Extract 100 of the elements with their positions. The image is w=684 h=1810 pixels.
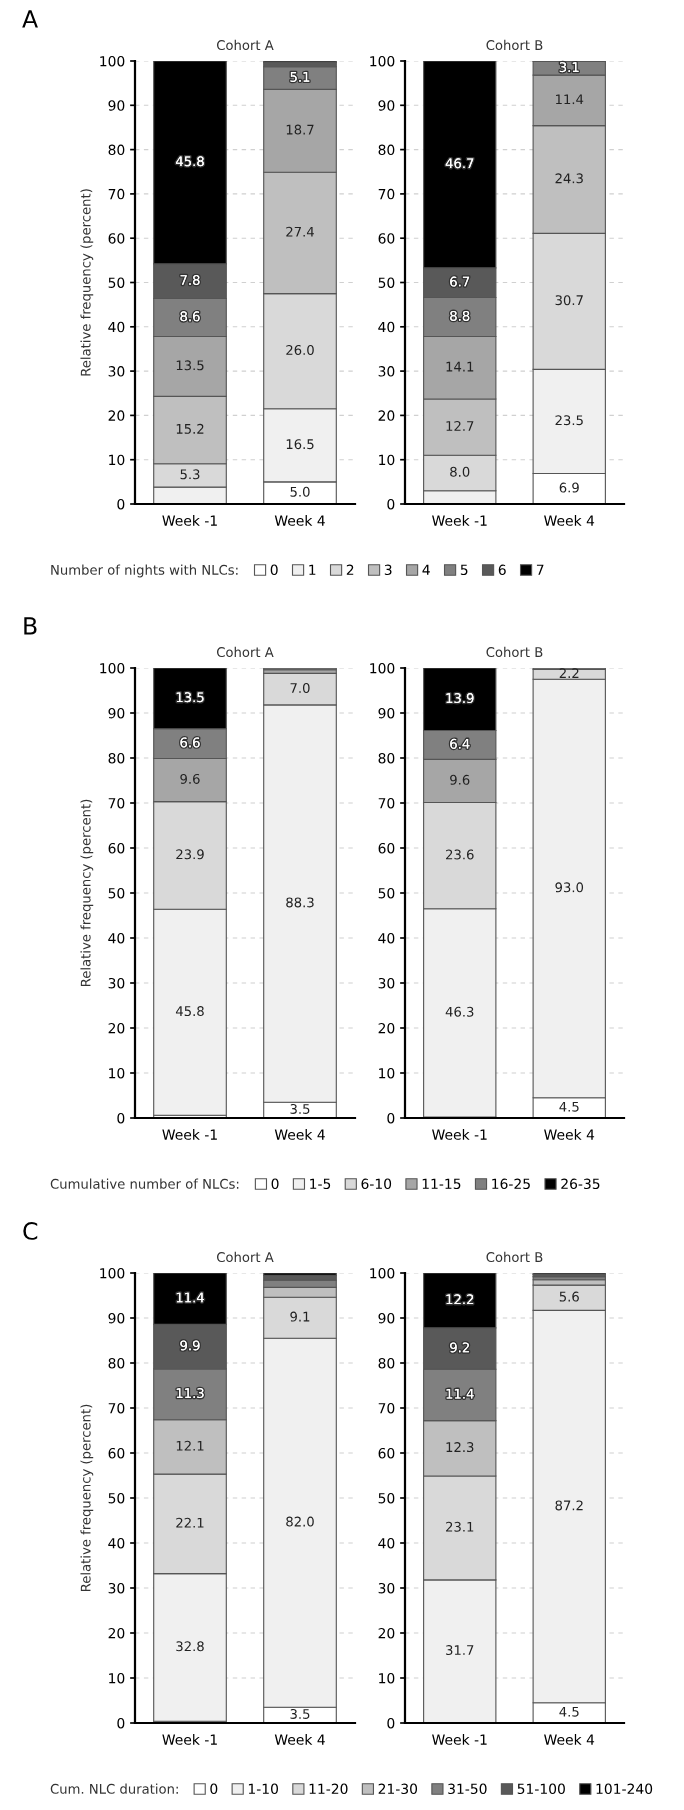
data-label: 11.4: [556, 94, 584, 105]
y-tick-label: 70: [108, 797, 125, 809]
data-label: 3.1: [559, 62, 579, 73]
data-label: 8.0: [450, 466, 470, 477]
data-label: 12.3: [446, 1442, 474, 1453]
y-tick-label: 30: [378, 977, 395, 989]
y-tick-label: 50: [108, 277, 125, 288]
y-tick-label: 70: [108, 188, 125, 200]
data-label: 11.4: [446, 1388, 474, 1399]
data-label: 5.3: [180, 469, 200, 480]
y-tick-label: 70: [378, 188, 395, 200]
y-tick-label: 90: [378, 707, 395, 719]
legend-label: 21-30: [378, 1783, 418, 1795]
legend-label: 3: [384, 564, 392, 576]
data-label: 30.7: [555, 295, 583, 306]
data-label: 13.5: [176, 692, 204, 703]
legend-title: Number of nights with NLCs:: [51, 564, 238, 578]
legend-label: 0: [210, 1783, 218, 1795]
legend-label: 1-5: [310, 1178, 331, 1190]
y-tick-label: 40: [108, 321, 125, 333]
x-tick-label: Week 4: [274, 1734, 325, 1745]
legend-label: 101-240: [596, 1783, 653, 1795]
y-tick-label: 50: [108, 887, 125, 899]
x-tick-label: Week 4: [274, 1129, 325, 1140]
data-label: 12.2: [446, 1294, 474, 1305]
y-tick-label: 70: [378, 797, 395, 809]
data-label: 6.7: [450, 276, 470, 287]
data-label: 45.8: [175, 1006, 204, 1017]
data-label: 82.0: [286, 1516, 314, 1527]
legend-label: 1-10: [248, 1783, 279, 1795]
y-tick-label: 40: [108, 1537, 125, 1549]
text: B: [24, 617, 37, 635]
data-label: 46.3: [445, 1006, 474, 1017]
y-tick-label: 0: [117, 1717, 125, 1729]
y-tick-label: 70: [108, 1402, 125, 1414]
x-tick-label: Week -1: [162, 1734, 217, 1745]
y-tick-label: 40: [108, 932, 125, 944]
data-label: 13.9: [446, 693, 474, 704]
data-label: 23.5: [555, 415, 583, 426]
data-label: 12.1: [176, 1440, 204, 1451]
y-axis-title: Relative frequency (percent): [80, 189, 94, 376]
y-tick-label: 100: [100, 662, 125, 674]
x-tick-label: Week -1: [432, 1129, 487, 1140]
data-label: 6.6: [180, 737, 200, 748]
y-tick-label: 10: [109, 1672, 125, 1684]
y-tick-label: 60: [378, 842, 395, 854]
y-tick-label: 0: [117, 498, 125, 510]
y-tick-label: 80: [378, 752, 395, 764]
x-tick-label: Week 4: [544, 1734, 595, 1745]
data-label: 23.9: [176, 849, 204, 860]
chart-title: Cohort A: [216, 646, 274, 658]
data-label: 5.1: [290, 72, 310, 82]
legend-label: 6: [498, 564, 506, 576]
legend-label: 51-100: [517, 1783, 565, 1795]
data-label: 13.5: [176, 360, 204, 371]
y-tick-label: 80: [108, 144, 125, 156]
legend-label: 31-50: [448, 1783, 487, 1795]
y-tick-label: 100: [100, 1267, 125, 1279]
data-label: 31.7: [446, 1645, 474, 1656]
legend-title: Cum. NLC duration:: [50, 1783, 178, 1794]
y-tick-label: 100: [100, 55, 125, 67]
y-tick-label: 50: [378, 1492, 395, 1504]
legend-label: 2: [346, 564, 354, 575]
y-tick-label: 0: [387, 1717, 395, 1729]
chart-title: Cohort B: [486, 646, 543, 658]
chart-title: Cohort B: [486, 1251, 543, 1263]
y-tick-label: 90: [378, 1312, 395, 1324]
data-label: 5.0: [290, 486, 310, 497]
chart-title: Cohort A: [216, 39, 274, 51]
y-tick-label: 90: [378, 100, 395, 111]
legend-label: 0: [271, 1178, 279, 1190]
data-label: 4.5: [559, 1101, 579, 1112]
y-tick-label: 0: [117, 1112, 125, 1124]
y-tick-label: 60: [108, 233, 125, 244]
text: A: [22, 10, 38, 28]
y-tick-label: 40: [378, 932, 395, 944]
y-tick-label: 20: [108, 410, 125, 421]
data-label: 23.6: [446, 849, 474, 860]
y-tick-label: 80: [108, 1357, 125, 1369]
data-label: 11.3: [176, 1388, 204, 1399]
y-tick-label: 30: [108, 366, 125, 377]
y-tick-label: 30: [378, 1582, 395, 1594]
x-tick-label: Week -1: [432, 1734, 487, 1745]
data-label: 23.1: [446, 1521, 474, 1532]
x-tick-label: Week -1: [162, 1129, 217, 1140]
text: C: [23, 1221, 38, 1240]
legend-label: 0: [270, 564, 278, 576]
y-tick-label: 60: [108, 842, 125, 854]
y-tick-label: 50: [108, 1492, 125, 1504]
data-label: 16.5: [286, 439, 314, 450]
legend-title: Cumulative number of NLCs:: [50, 1178, 239, 1189]
data-label: 27.4: [286, 226, 314, 237]
data-label: 26.0: [286, 345, 314, 355]
y-tick-label: 40: [378, 1537, 395, 1549]
y-tick-label: 10: [379, 454, 395, 466]
legend-label: 4: [422, 564, 430, 575]
y-tick-label: 100: [370, 662, 395, 674]
legend-label: 11-20: [309, 1783, 348, 1795]
y-tick-label: 20: [108, 1627, 125, 1639]
chart-title: Cohort A: [216, 1251, 274, 1263]
